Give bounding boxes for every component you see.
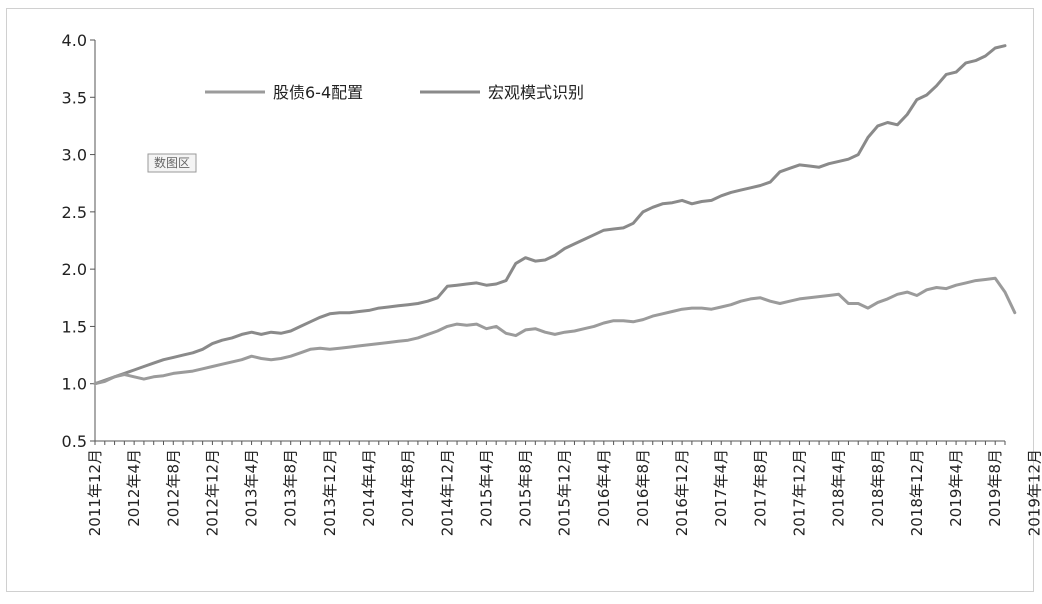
x-tick-label: 2018年4月 [830, 449, 848, 527]
legend-label-0: 宏观模式识别 [488, 83, 584, 102]
x-tick-label: 2016年12月 [673, 449, 691, 536]
series-layer [93, 44, 1017, 386]
y-tick-label: 1.5 [62, 317, 87, 336]
x-tick-label: 2019年4月 [947, 449, 965, 527]
legend: 股债6-4配置 宏观模式识别 [205, 83, 584, 102]
x-tick-label: 2016年8月 [634, 449, 652, 527]
x-tick-label: 2016年4月 [595, 449, 613, 527]
y-tick-label: 0.5 [62, 432, 87, 451]
y-tick-label: 2.5 [62, 203, 87, 222]
y-tick-label: 1.0 [62, 375, 87, 394]
x-tick-label: 2015年12月 [556, 449, 574, 536]
x-tick-label: 2011年12月 [86, 449, 104, 536]
x-tick-label: 2018年8月 [869, 449, 887, 527]
chart-frame [6, 8, 1034, 592]
x-tick-label: 2017年12月 [791, 449, 809, 536]
x-tick-label: 2012年12月 [203, 449, 221, 536]
x-tick-label: 2018年12月 [908, 449, 926, 536]
y-tick-label: 2.0 [62, 260, 87, 279]
x-tick-label: 2012年8月 [164, 449, 182, 527]
x-tick-label: 2019年8月 [986, 449, 1004, 527]
series-line-1 [93, 276, 1017, 386]
x-tick-label: 2019年12月 [1025, 449, 1042, 536]
x-tick-label: 2015年8月 [517, 449, 535, 527]
x-tick-label: 2013年12月 [321, 449, 339, 536]
x-tick-label: 2015年4月 [477, 449, 495, 527]
x-tick-label: 2014年4月 [360, 449, 378, 527]
y-tick-label: 4.0 [62, 31, 87, 50]
legend-label-1: 股债6-4配置 [273, 83, 363, 102]
y-tick-label: 3.5 [62, 88, 87, 107]
series-line-0 [93, 44, 1007, 386]
watermark: 数图区 [147, 153, 197, 173]
watermark-text: 数图区 [154, 155, 190, 170]
x-tick-label: 2014年8月 [399, 449, 417, 527]
x-tick-label: 2017年8月 [751, 449, 769, 527]
x-tick-label: 2012年4月 [125, 449, 143, 527]
y-axis: 4.0 3.5 3.0 2.5 2.0 1.5 1.0 0.5 [62, 31, 96, 451]
x-tick-label: 2014年12月 [438, 449, 456, 536]
x-tick-label: 2013年4月 [243, 449, 261, 527]
y-tick-label: 3.0 [62, 146, 87, 165]
x-tick-label: 2013年8月 [282, 449, 300, 527]
x-tick-label: 2017年4月 [712, 449, 730, 527]
x-axis: 2011年12月 2012年4月 2012年8月 2012年12月 2013年4月 201… [86, 440, 1042, 536]
